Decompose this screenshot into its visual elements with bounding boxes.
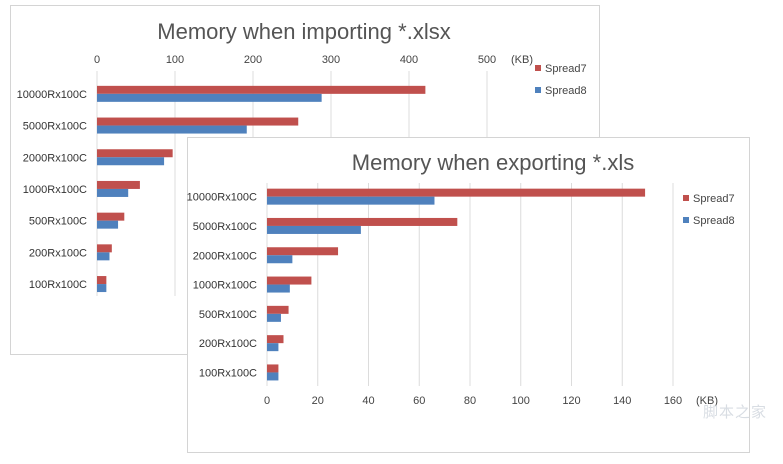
export-bar-spread7-200rx100c — [267, 335, 284, 344]
export-tick-label: 20 — [312, 395, 324, 407]
import-bar-spread7-2000rx100c — [97, 149, 173, 158]
export-legend-label-spread8: Spread8 — [693, 215, 735, 227]
export-bar-spread7-1000rx100c — [267, 276, 312, 285]
export-bar-spread8-100rx100c — [267, 372, 279, 381]
import-bar-spread7-1000rx100c — [97, 180, 140, 189]
import-bar-spread8-1000rx100c — [97, 188, 129, 197]
export-bar-spread7-10000rx100c — [267, 188, 646, 197]
export-bar-spread8-10000rx100c — [267, 196, 435, 205]
export-bar-spread8-5000rx100c — [267, 225, 361, 234]
export-chart-title: Memory when exporting *.xls — [352, 150, 634, 175]
export-bar-spread7-500rx100c — [267, 305, 289, 314]
import-bar-spread7-5000rx100c — [97, 117, 299, 126]
import-category-label: 100Rx100C — [29, 279, 87, 291]
import-bar-spread7-200rx100c — [97, 244, 112, 253]
export-category-label: 500Rx100C — [199, 309, 257, 321]
import-bar-spread7-100rx100c — [97, 276, 107, 285]
import-unit-label: (KB) — [511, 54, 533, 66]
export-legend-swatch-spread8 — [683, 217, 689, 223]
export-chart: Memory when exporting *.xls 0 20 40 60 80 100 1… — [187, 150, 735, 407]
export-tick-label: 160 — [664, 395, 682, 407]
import-bar-spread8-100rx100c — [97, 284, 107, 293]
export-category-label: 200Rx100C — [199, 338, 257, 350]
export-bar-spread7-5000rx100c — [267, 217, 458, 226]
import-tick-label: 0 — [94, 54, 100, 66]
import-bar-spread8-5000rx100c — [97, 125, 247, 134]
export-category-label: 10000Rx100C — [187, 192, 257, 204]
import-category-label: 500Rx100C — [29, 216, 87, 228]
export-category-label: 100Rx100C — [199, 367, 257, 379]
import-legend-label-spread8: Spread8 — [545, 85, 587, 97]
export-category-label: 1000Rx100C — [193, 280, 257, 292]
import-bar-spread7-10000rx100c — [97, 85, 426, 94]
import-tick-label: 200 — [244, 54, 262, 66]
import-chart-title: Memory when importing *.xlsx — [157, 19, 450, 44]
import-category-label: 5000Rx100C — [23, 121, 87, 133]
export-legend-swatch-spread7 — [683, 195, 689, 201]
import-chart: Memory when importing *.xlsx 0 100 200 300 40… — [17, 19, 587, 296]
import-bar-spread7-500rx100c — [97, 212, 125, 221]
export-bar-spread8-2000rx100c — [267, 255, 293, 264]
export-unit-label: (KB) — [696, 395, 718, 407]
export-legend-label-spread7: Spread7 — [693, 193, 735, 205]
import-legend-label-spread7: Spread7 — [545, 63, 587, 75]
import-tick-label: 100 — [166, 54, 184, 66]
import-bar-spread8-10000rx100c — [97, 93, 322, 102]
export-tick-label: 120 — [562, 395, 580, 407]
import-bar-spread8-200rx100c — [97, 252, 110, 261]
export-bar-spread7-100rx100c — [267, 364, 279, 373]
import-tick-label: 400 — [400, 54, 418, 66]
export-category-label: 2000Rx100C — [193, 250, 257, 262]
export-bar-spread8-1000rx100c — [267, 284, 290, 293]
export-tick-label: 80 — [464, 395, 476, 407]
import-tick-label: 500 — [478, 54, 496, 66]
export-gridlines — [266, 183, 674, 386]
export-bar-spread8-500rx100c — [267, 313, 281, 322]
import-tick-label: 300 — [322, 54, 340, 66]
watermark-text: 脚本之家 — [702, 404, 767, 421]
import-legend-swatch-spread8 — [535, 87, 541, 93]
export-tick-label: 140 — [613, 395, 631, 407]
export-category-label: 5000Rx100C — [193, 221, 257, 233]
export-chart-panel: Memory when exporting *.xls 0 20 40 60 80 100 1… — [187, 137, 750, 453]
import-bar-spread8-2000rx100c — [97, 157, 165, 166]
import-bar-spread8-500rx100c — [97, 220, 119, 229]
import-category-label: 200Rx100C — [29, 247, 87, 259]
export-tick-label: 100 — [512, 395, 530, 407]
export-tick-label: 0 — [264, 395, 270, 407]
import-legend-swatch-spread7 — [535, 65, 541, 71]
export-bar-spread7-2000rx100c — [267, 247, 339, 256]
export-bar-spread8-200rx100c — [267, 343, 279, 352]
export-tick-label: 40 — [362, 395, 374, 407]
export-tick-label: 60 — [413, 395, 425, 407]
import-category-label: 2000Rx100C — [23, 152, 87, 164]
import-category-label: 1000Rx100C — [23, 184, 87, 196]
import-category-label: 10000Rx100C — [17, 89, 87, 101]
